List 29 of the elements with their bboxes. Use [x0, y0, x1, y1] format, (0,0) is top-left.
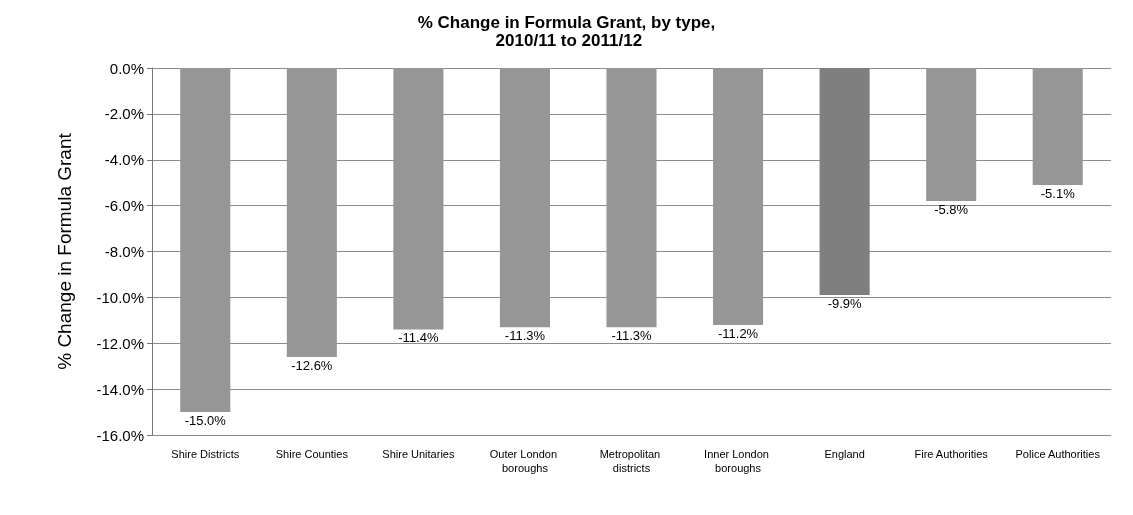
chart-title: % Change in Formula Grant, by type, 2010/11 to 2011/12 — [417, 12, 716, 50]
y-tick-label: -2.0% — [104, 105, 144, 123]
x-tick-label: Shire Districts — [171, 448, 240, 460]
data-label: -11.3% — [504, 328, 546, 344]
x-tick-label: Shire Counties — [275, 448, 349, 460]
y-tick-label: 0.0% — [109, 59, 144, 77]
y-tick-label: -16.0% — [96, 426, 144, 444]
data-label: -11.3% — [611, 328, 653, 344]
data-label: -5.8% — [934, 202, 969, 218]
x-tick-label: Inner London boroughs — [704, 448, 772, 474]
y-tick-label: -8.0% — [104, 243, 144, 260]
y-tick-label: -6.0% — [104, 197, 144, 215]
x-tick-label: Shire Unitaries — [382, 448, 455, 460]
y-tick-label: -10.0% — [96, 288, 144, 306]
x-tick-label: Metropolitan districts — [599, 448, 664, 474]
data-label: -11.2% — [717, 325, 759, 341]
x-tick-label: Outer London boroughs — [489, 448, 561, 474]
x-tick-label: Fire Authorities — [914, 448, 989, 460]
data-label: -15.0% — [184, 413, 227, 429]
x-tick-label: Police Authorities — [1015, 448, 1101, 460]
data-label: -5.1% — [1040, 185, 1076, 201]
data-label: -9.9% — [827, 296, 863, 312]
y-axis-title: % Change in Formula Grant — [54, 132, 75, 370]
y-tick-label: -12.0% — [96, 334, 144, 352]
y-tick-label: -14.0% — [96, 380, 144, 398]
data-label: -11.4% — [398, 330, 439, 346]
x-tick-label: England — [824, 448, 865, 460]
data-label: -12.6% — [291, 358, 333, 374]
y-tick-label: -4.0% — [104, 151, 144, 169]
